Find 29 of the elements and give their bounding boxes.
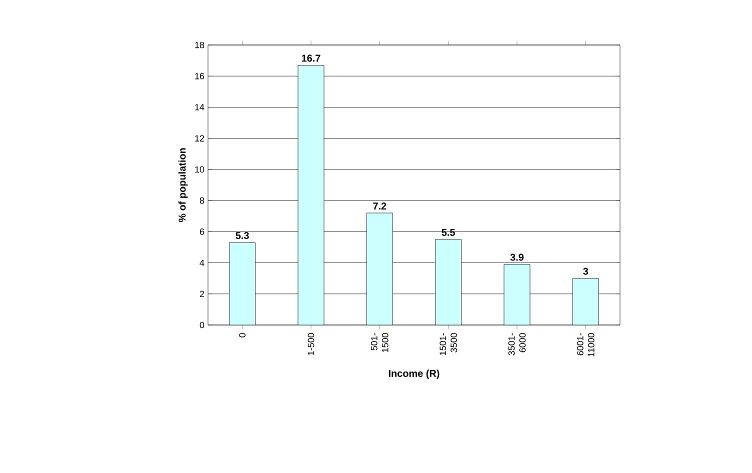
data-label: 3.9	[510, 254, 524, 261]
bar	[504, 264, 530, 325]
y-tick-label: 6	[200, 228, 204, 235]
y-tick-label: 0	[200, 322, 204, 328]
bar	[298, 65, 324, 325]
data-label: 3	[583, 268, 588, 275]
data-label: 7.2	[373, 202, 386, 210]
x-axis-title: Income (R)	[388, 370, 440, 379]
y-tick-label: 14	[195, 104, 204, 110]
y-axis-title: % of population	[178, 148, 188, 222]
y-tick-label: 10	[195, 166, 204, 173]
y-tick-label: 16	[195, 72, 204, 80]
y-tick-label: 12	[195, 135, 204, 142]
x-tick-label: 0	[239, 333, 246, 338]
x-tick-label: 1-500	[308, 333, 314, 356]
bar	[435, 239, 462, 325]
x-tick-label: 501- 1500	[371, 333, 388, 352]
y-tick-label: 2	[200, 290, 204, 298]
data-label: 16.7	[302, 54, 320, 62]
y-tick-label: 4	[200, 260, 204, 266]
x-tick-label: 1501- 3500	[440, 333, 457, 356]
y-tick-label: 8	[200, 197, 204, 204]
x-tick-label: 3501- 6000	[508, 333, 526, 356]
bar	[572, 278, 599, 325]
data-label: 5.3	[236, 232, 249, 240]
bar	[366, 212, 393, 325]
x-tick-label: 6001- 11000	[577, 333, 594, 356]
y-tick-label: 18	[195, 42, 204, 48]
bar	[229, 242, 256, 325]
